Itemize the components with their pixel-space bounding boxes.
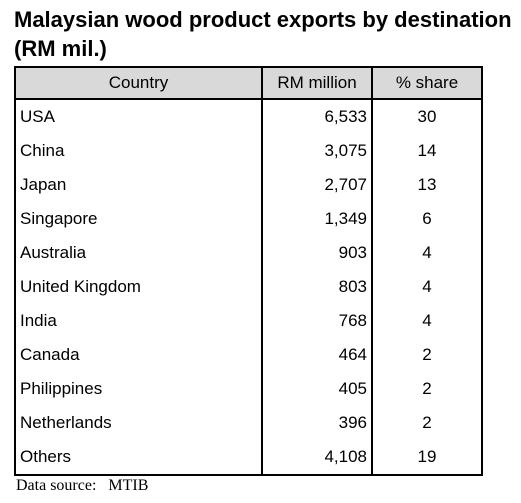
rm-million-cell: 396 bbox=[261, 406, 373, 440]
exports-table: Country RM million % share USA 6,533 30 Chi… bbox=[14, 66, 483, 476]
country-cell: Philippines bbox=[14, 372, 263, 406]
rm-million-cell: 903 bbox=[261, 236, 373, 270]
country-cell: Australia bbox=[14, 236, 263, 270]
data-source-note: Data source: MTIB bbox=[16, 477, 149, 494]
rm-million-cell: 2,707 bbox=[261, 168, 373, 202]
share-cell: 19 bbox=[371, 440, 483, 476]
share-cell: 2 bbox=[371, 406, 483, 440]
rm-million-cell: 464 bbox=[261, 338, 373, 372]
rm-million-cell: 405 bbox=[261, 372, 373, 406]
table-row: Japan 2,707 13 bbox=[14, 168, 483, 202]
header-share: % share bbox=[371, 66, 483, 100]
share-cell: 6 bbox=[371, 202, 483, 236]
table-row: Others 4,108 19 bbox=[14, 440, 483, 476]
table-row: India 768 4 bbox=[14, 304, 483, 338]
table-row: Singapore 1,349 6 bbox=[14, 202, 483, 236]
table-row: Australia 903 4 bbox=[14, 236, 483, 270]
rm-million-cell: 4,108 bbox=[261, 440, 373, 476]
header-rm-million: RM million bbox=[261, 66, 373, 100]
table-row: Canada 464 2 bbox=[14, 338, 483, 372]
share-cell: 4 bbox=[371, 270, 483, 304]
share-cell: 4 bbox=[371, 304, 483, 338]
share-cell: 2 bbox=[371, 338, 483, 372]
country-cell: Japan bbox=[14, 168, 263, 202]
table-row: China 3,075 14 bbox=[14, 134, 483, 168]
header-country: Country bbox=[14, 66, 263, 100]
rm-million-cell: 768 bbox=[261, 304, 373, 338]
header-row: Country RM million % share bbox=[14, 66, 483, 100]
table-header: Country RM million % share bbox=[14, 66, 483, 100]
share-cell: 13 bbox=[371, 168, 483, 202]
rm-million-cell: 803 bbox=[261, 270, 373, 304]
table-row: USA 6,533 30 bbox=[14, 99, 483, 134]
country-cell: United Kingdom bbox=[14, 270, 263, 304]
share-cell: 2 bbox=[371, 372, 483, 406]
country-cell: USA bbox=[14, 99, 263, 134]
rm-million-cell: 3,075 bbox=[261, 134, 373, 168]
country-cell: Netherlands bbox=[14, 406, 263, 440]
country-cell: Others bbox=[14, 440, 263, 476]
table-row: Philippines 405 2 bbox=[14, 372, 483, 406]
table-row: Netherlands 396 2 bbox=[14, 406, 483, 440]
exports-table-container: Country RM million % share USA 6,533 30 Chi… bbox=[14, 66, 483, 476]
rm-million-cell: 1,349 bbox=[261, 202, 373, 236]
share-cell: 14 bbox=[371, 134, 483, 168]
country-cell: Singapore bbox=[14, 202, 263, 236]
share-cell: 4 bbox=[371, 236, 483, 270]
country-cell: India bbox=[14, 304, 263, 338]
table-row: United Kingdom 803 4 bbox=[14, 270, 483, 304]
table-body: USA 6,533 30 China 3,075 14 Japan 2,707 13 Singap… bbox=[14, 99, 483, 476]
country-cell: Canada bbox=[14, 338, 263, 372]
page-title: Malaysian wood product exports by destin… bbox=[14, 7, 512, 61]
share-cell: 30 bbox=[371, 99, 483, 134]
rm-million-cell: 6,533 bbox=[261, 99, 373, 134]
country-cell: China bbox=[14, 134, 263, 168]
